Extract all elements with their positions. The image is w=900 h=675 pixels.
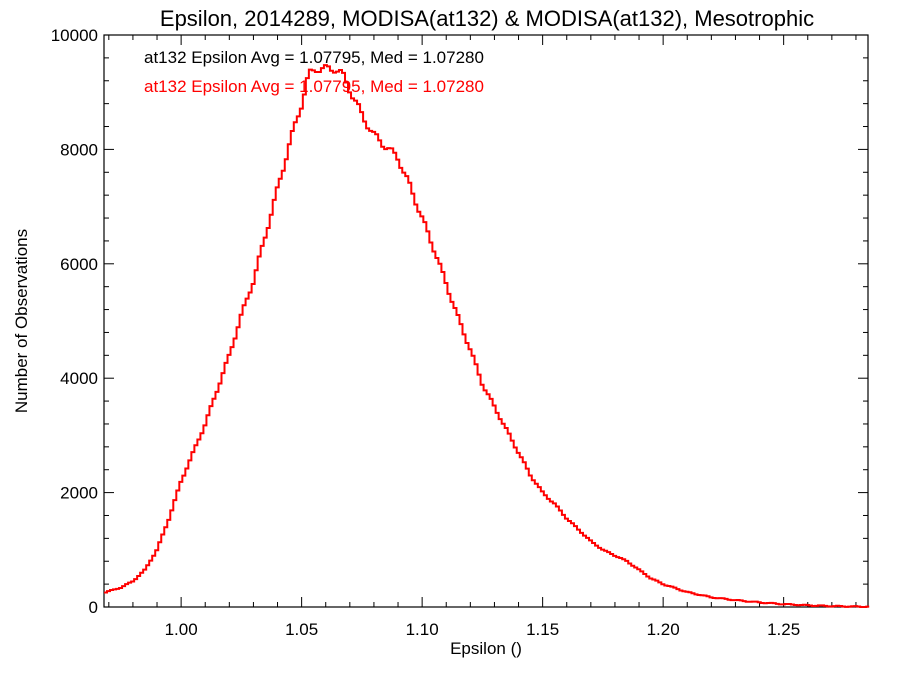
x-tick-label: 1.10 xyxy=(406,620,439,639)
annotation-black: at132 Epsilon Avg = 1.07795, Med = 1.072… xyxy=(144,48,484,67)
y-tick-label: 10000 xyxy=(51,26,98,45)
y-axis-label: Number of Observations xyxy=(12,229,31,413)
annotation-layer: at132 Epsilon Avg = 1.07795, Med = 1.072… xyxy=(144,48,484,96)
y-tick-label: 8000 xyxy=(60,140,98,159)
x-tick-label: 1.15 xyxy=(526,620,559,639)
histogram-series-line xyxy=(104,64,870,608)
x-tick-label: 1.20 xyxy=(647,620,680,639)
y-tick-label: 2000 xyxy=(60,484,98,503)
annotation-red: at132 Epsilon Avg = 1.07795, Med = 1.072… xyxy=(144,77,484,96)
plot-frame xyxy=(103,34,869,608)
series-layer xyxy=(104,64,870,608)
chart-title: Epsilon, 2014289, MODISA(at132) & MODISA… xyxy=(160,6,814,31)
x-axis-label: Epsilon () xyxy=(450,639,522,658)
y-tick-label: 4000 xyxy=(60,369,98,388)
axis-ticks: 1.00 1.05 1.10 1.15 1.20 1.25 0 2000 4000 6000 800… xyxy=(51,26,868,639)
y-tick-label: 6000 xyxy=(60,255,98,274)
x-tick-label: 1.25 xyxy=(767,620,800,639)
y-tick-label: 0 xyxy=(89,598,98,617)
x-tick-label: 1.05 xyxy=(285,620,318,639)
plot-area: 1.00 1.05 1.10 1.15 1.20 1.25 0 2000 4000 6000 800… xyxy=(51,26,870,639)
x-tick-label: 1.00 xyxy=(165,620,198,639)
